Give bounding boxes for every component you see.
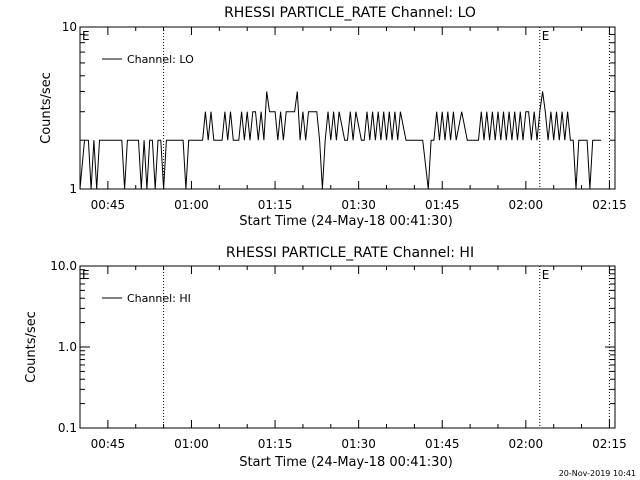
- x-tick-label: 02:00: [509, 198, 544, 212]
- legend-entry: Channel: LO: [127, 53, 194, 66]
- x-axis-label: Start Time (24-May-18 00:41:30): [239, 214, 453, 229]
- x-tick-label: 01:30: [341, 198, 376, 212]
- event-annotation: E: [542, 268, 550, 282]
- plot-frame: [79, 265, 616, 429]
- legend-entry: Channel: HI: [127, 292, 191, 305]
- y-tick-label: 10.0: [50, 259, 77, 273]
- x-tick-label: 02:15: [592, 437, 627, 451]
- x-tick-label: 01:00: [174, 437, 209, 451]
- y-tick-label: 1.0: [58, 340, 77, 354]
- x-axis-label: Start Time (24-May-18 00:41:30): [239, 455, 453, 470]
- x-tick-label: 01:15: [258, 198, 293, 212]
- y-tick-label: 0.1: [58, 421, 77, 435]
- x-tick-label: 01:00: [174, 198, 209, 212]
- event-annotation: E: [82, 29, 90, 43]
- plot-frame: [79, 26, 616, 190]
- y-tick-label: 1: [69, 182, 77, 196]
- x-tick-label: 01:30: [341, 437, 376, 451]
- footer-timestamp: 20-Nov-2019 10:41: [559, 469, 636, 478]
- chart-panel-hi: RHESSI PARTICLE_RATE Channel: HI E E 10.0…: [24, 245, 627, 470]
- chart-title: RHESSI PARTICLE_RATE Channel: LO: [224, 5, 476, 21]
- series-line: [79, 91, 602, 190]
- y-axis-label: Counts/sec: [24, 311, 39, 383]
- x-tick-label: 00:45: [91, 437, 126, 451]
- x-tick-label: 01:45: [425, 198, 460, 212]
- y-axis-label: Counts/sec: [39, 72, 54, 144]
- x-tick-label: 01:45: [425, 437, 460, 451]
- y-tick-label: 10: [62, 20, 77, 34]
- chart-title: RHESSI PARTICLE_RATE Channel: HI: [226, 245, 474, 261]
- x-tick-label: 02:15: [592, 198, 627, 212]
- x-tick-label: 01:15: [258, 437, 293, 451]
- x-tick-label: 02:00: [509, 437, 544, 451]
- event-annotation: E: [542, 29, 550, 43]
- event-annotation: E: [82, 268, 90, 282]
- x-tick-label: 00:45: [91, 198, 126, 212]
